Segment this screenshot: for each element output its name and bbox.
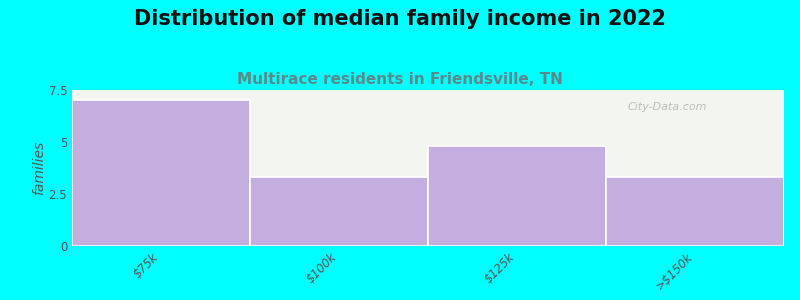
- Text: City-Data.com: City-Data.com: [627, 103, 707, 112]
- Text: Distribution of median family income in 2022: Distribution of median family income in …: [134, 9, 666, 29]
- Bar: [250, 177, 428, 246]
- Text: Multirace residents in Friendsville, TN: Multirace residents in Friendsville, TN: [237, 72, 563, 87]
- Y-axis label: families: families: [32, 141, 46, 195]
- Bar: [606, 177, 784, 246]
- Bar: [428, 146, 606, 246]
- Bar: [72, 100, 250, 246]
